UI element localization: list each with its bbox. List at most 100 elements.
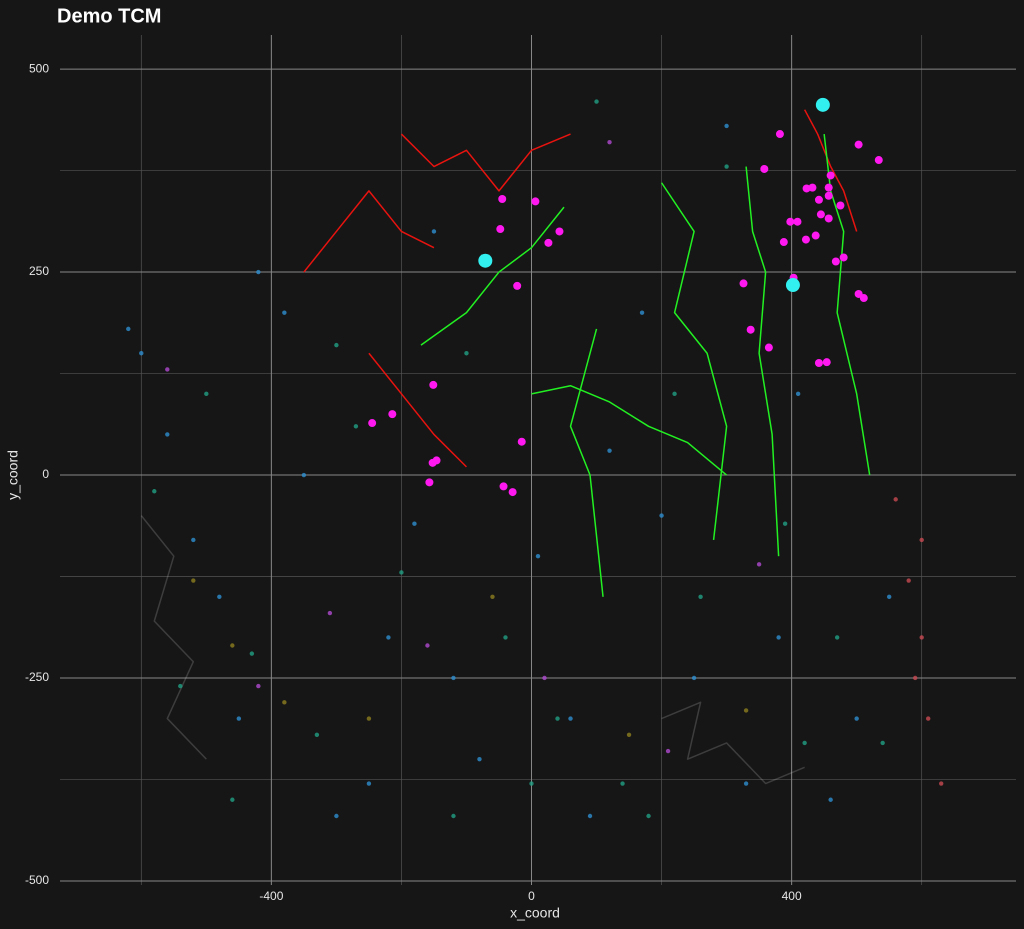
cell-point — [204, 391, 209, 397]
cell-point — [906, 578, 911, 583]
track — [569, 328, 604, 597]
cell-point — [429, 380, 438, 389]
x-tick-label: -400 — [259, 889, 283, 903]
x-tick-label: 0 — [528, 889, 535, 903]
cell-point — [366, 781, 372, 786]
cell-point — [801, 235, 810, 244]
track — [823, 133, 871, 476]
cell-point — [314, 732, 320, 738]
cell-point — [626, 732, 632, 738]
cell-point — [555, 227, 564, 236]
cell-point — [431, 229, 437, 234]
cell-point — [191, 537, 196, 543]
cell-point — [815, 97, 830, 112]
cell-point — [802, 740, 807, 746]
cell-point — [816, 210, 825, 219]
cell-point — [912, 675, 918, 681]
track — [420, 206, 565, 346]
cell-point — [859, 294, 868, 303]
cell-point — [432, 456, 441, 465]
cell-point — [672, 391, 677, 397]
cell-point — [503, 635, 508, 640]
cell-point — [388, 410, 397, 419]
cell-point — [776, 635, 781, 640]
cell-point — [826, 171, 835, 180]
cell-point — [760, 164, 769, 173]
cell-point — [152, 489, 157, 494]
cell-point — [822, 358, 831, 367]
cell-point — [779, 238, 788, 247]
cell-point — [824, 214, 833, 223]
cell-point — [368, 419, 377, 428]
cell-point — [256, 269, 261, 275]
grid — [60, 35, 1016, 885]
cell-point — [178, 683, 183, 689]
cell-point — [353, 424, 359, 429]
y-tick-label: -500 — [25, 873, 49, 887]
plot-area — [126, 97, 944, 819]
cell-point — [814, 358, 823, 367]
cell-point — [399, 570, 404, 575]
track — [400, 133, 571, 192]
y-tick-label: 500 — [29, 61, 49, 75]
cell-point — [739, 279, 748, 288]
cell-point — [499, 482, 508, 491]
cell-point — [386, 635, 391, 640]
cell-point — [746, 325, 755, 334]
cell-point — [691, 675, 697, 681]
cell-point — [334, 342, 339, 348]
cell-point — [743, 708, 749, 713]
cell-point — [249, 651, 255, 656]
cell-point — [478, 253, 493, 268]
cell-point — [880, 740, 885, 746]
cell-point — [165, 432, 170, 437]
cell-point — [886, 594, 892, 599]
cell-point — [893, 497, 898, 502]
track — [661, 701, 805, 785]
cell-point — [236, 716, 242, 721]
cell-point — [165, 367, 170, 372]
cell-point — [126, 326, 131, 332]
cell-point — [756, 562, 762, 567]
cell-point — [824, 191, 833, 200]
cell-point — [646, 813, 651, 819]
cell-point — [607, 139, 612, 145]
y-tick-label: 0 — [42, 467, 49, 481]
cell-point — [451, 813, 456, 819]
track — [745, 166, 780, 557]
track — [140, 515, 207, 760]
x-tick-label: 400 — [782, 889, 802, 903]
cell-point — [836, 201, 845, 210]
cell-point — [743, 781, 749, 786]
cell-point — [555, 716, 560, 721]
cell-point — [477, 756, 482, 762]
cell-point — [926, 716, 931, 721]
cell-point — [282, 310, 287, 315]
cell-point — [639, 310, 645, 315]
cell-point — [782, 521, 788, 526]
cell-point — [517, 437, 526, 446]
track — [303, 190, 435, 273]
cell-point — [464, 351, 469, 356]
cell-point — [327, 610, 333, 616]
cell-point — [425, 643, 430, 648]
cell-point — [854, 140, 863, 149]
x-axis-label: x_coord — [510, 905, 560, 921]
track — [531, 384, 728, 476]
cell-point — [607, 448, 612, 453]
cell-point — [698, 594, 703, 599]
cell-point — [939, 781, 944, 786]
cell-point — [568, 716, 573, 721]
cell-point — [301, 472, 307, 478]
cell-point — [366, 716, 372, 721]
cell-point — [814, 195, 823, 204]
cell-point — [919, 635, 924, 640]
cell-point — [854, 716, 859, 721]
cell-point — [919, 537, 924, 543]
cell-point — [529, 781, 534, 786]
cell-point — [786, 217, 795, 226]
cell-point — [451, 675, 456, 681]
cell-point — [724, 123, 729, 129]
